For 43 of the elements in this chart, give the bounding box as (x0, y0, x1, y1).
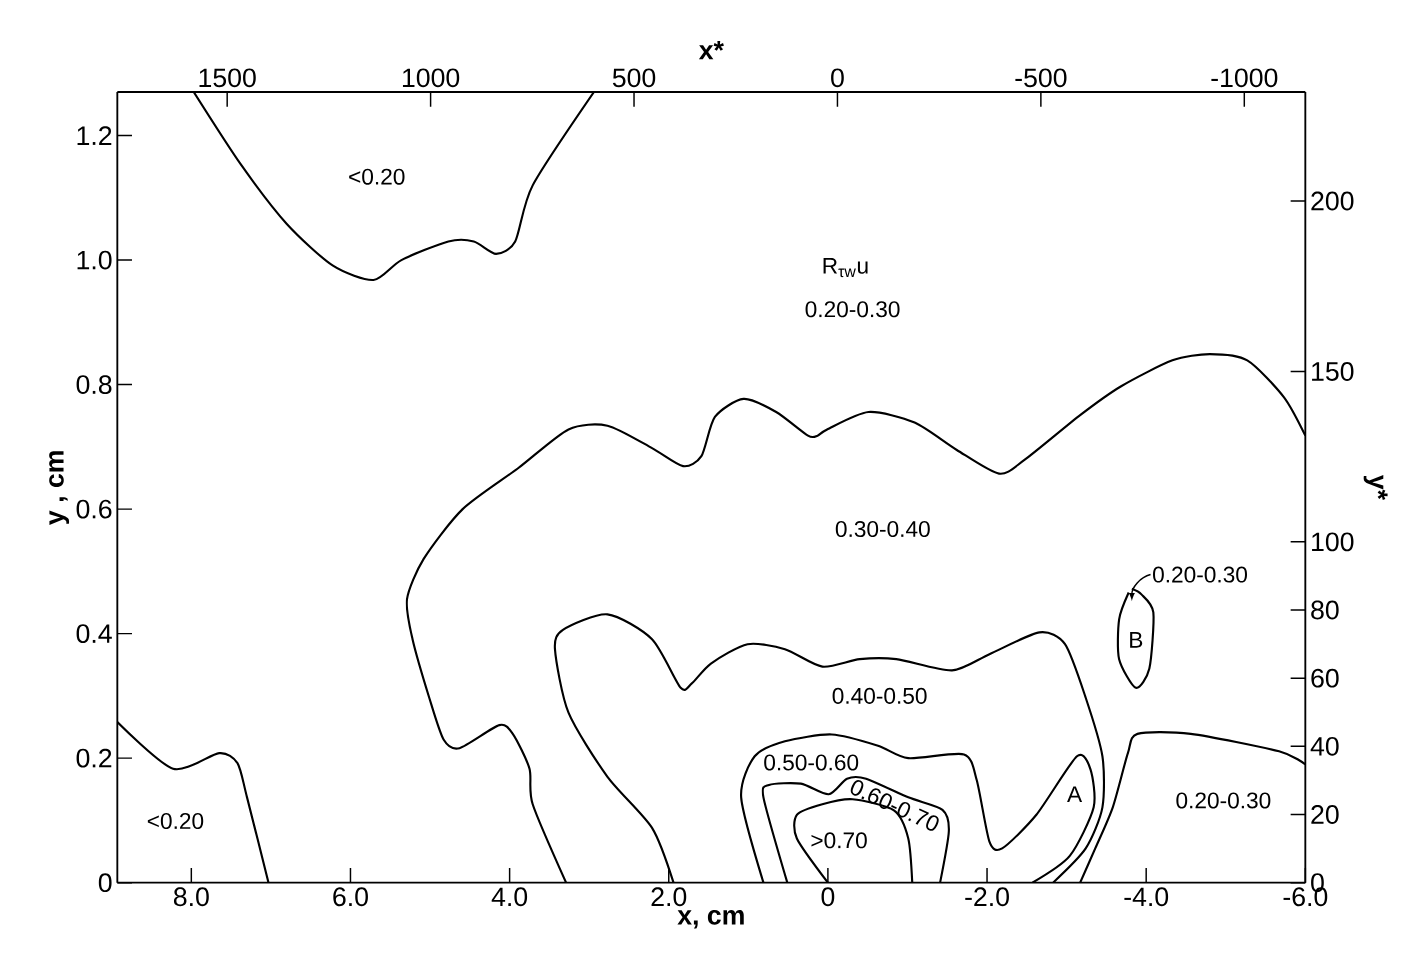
annotation: B (1130, 632, 1143, 648)
y2-tick-label: 200 (1311, 191, 1354, 211)
x-tick-label: -2.0 (965, 887, 1009, 907)
y-tick-label: 0.6 (76, 499, 112, 519)
y2-tick-label: 20 (1311, 805, 1339, 824)
annotation: 0.20-0.30 (1153, 566, 1248, 583)
annotation: 0.30-0.40 (835, 521, 930, 538)
y2-tick-label: 60 (1311, 668, 1339, 688)
x-tick-label: -4.0 (1124, 887, 1169, 907)
x-tick-label: 2.0 (651, 887, 687, 907)
y2-axis-title: y* (1363, 474, 1388, 500)
x2-tick-label: 1500 (199, 68, 256, 88)
y-tick-label: 0.8 (76, 375, 112, 395)
y-tick-label: 0.4 (76, 624, 112, 644)
annotation: R$_{τw}$u (823, 257, 868, 278)
x2-axis-title: x* (698, 40, 724, 60)
annotation: 0.20-0.30 (1176, 792, 1271, 809)
x2-tick-label: 0 (831, 68, 844, 88)
y2-tick-label: 40 (1310, 736, 1339, 756)
y-tick-label: 1.0 (77, 250, 112, 270)
x-tick-label: 8.0 (173, 887, 209, 907)
x2-tick-label: 500 (612, 68, 656, 88)
y-tick-label: 0.2 (76, 748, 112, 768)
x-tick-label: 0 (821, 887, 835, 907)
x2-tick-label: -500 (1015, 68, 1067, 88)
x2-tick-label: -1000 (1211, 68, 1278, 88)
y2-tick-label: 150 (1312, 362, 1354, 381)
y-axis-title: y , cm (49, 451, 70, 525)
annotation: 0.50-0.60 (764, 754, 859, 771)
annotation: <0.20 (147, 812, 204, 830)
annotation: <0.20 (349, 168, 405, 185)
x-axis-title: x, cm (677, 910, 744, 929)
annotation: A (1067, 786, 1083, 803)
x2-tick-label: 1000 (402, 68, 460, 88)
x-tick-label: 6.0 (333, 887, 368, 907)
y2-tick-label: 80 (1311, 600, 1339, 620)
y-tick-label: 0 (98, 873, 112, 893)
annotation: 0.40-0.50 (832, 687, 927, 704)
annotation: 0.20-0.30 (805, 301, 900, 318)
y2-tick-label: 100 (1312, 532, 1354, 552)
x-tick-label: 4.0 (491, 887, 528, 907)
annotation: >0.70 (811, 832, 867, 849)
y-tick-label: 1.2 (77, 126, 112, 145)
